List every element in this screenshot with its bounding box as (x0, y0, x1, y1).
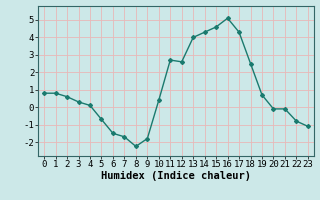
X-axis label: Humidex (Indice chaleur): Humidex (Indice chaleur) (101, 171, 251, 181)
